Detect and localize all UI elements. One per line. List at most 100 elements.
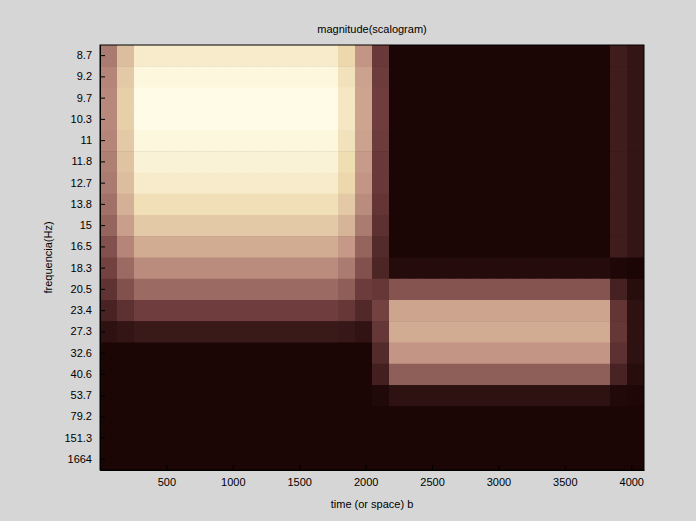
heatmap-cell: [151, 406, 169, 428]
heatmap-cell: [338, 364, 356, 386]
heatmap-cell: [627, 130, 644, 152]
heatmap-cell: [168, 215, 186, 237]
heatmap-cell: [491, 130, 509, 152]
heatmap-cell: [151, 385, 169, 407]
heatmap-cell: [321, 88, 339, 110]
heatmap-cell: [355, 236, 373, 258]
heatmap-cell: [627, 194, 644, 216]
plot-frame: [100, 45, 644, 470]
x-tick-label: 1500: [287, 476, 311, 488]
heatmap-cell: [321, 258, 339, 280]
heatmap-cell: [151, 88, 169, 110]
heatmap-cell: [406, 194, 424, 216]
heatmap-cell: [304, 45, 322, 67]
heatmap-cell: [151, 449, 169, 470]
heatmap-cell: [100, 300, 118, 322]
heatmap-cell: [168, 236, 186, 258]
heatmap-cell: [491, 364, 509, 386]
heatmap-cell: [304, 406, 322, 428]
heatmap-cell: [440, 449, 458, 470]
heatmap-cell: [542, 88, 560, 110]
heatmap-cell: [236, 279, 254, 301]
heatmap-cell: [236, 215, 254, 237]
heatmap-cell: [508, 449, 526, 470]
heatmap-cell: [321, 173, 339, 195]
heatmap-cell: [423, 173, 441, 195]
heatmap-cell: [491, 215, 509, 237]
heatmap-cell: [100, 321, 118, 343]
y-tick-mark: [100, 268, 105, 269]
heatmap-cell: [304, 321, 322, 343]
heatmap-cell: [627, 88, 644, 110]
heatmap-cell: [117, 300, 135, 322]
y-tick-label: 11.8: [71, 155, 92, 167]
heatmap-cell: [287, 151, 305, 173]
heatmap-cell: [321, 130, 339, 152]
heatmap-cell: [406, 88, 424, 110]
y-tick: 40.6: [71, 368, 105, 380]
heatmap-cell: [627, 173, 644, 195]
heatmap-cell: [236, 130, 254, 152]
heatmap-cell: [576, 258, 594, 280]
heatmap-cell: [389, 109, 407, 131]
heatmap-cell: [525, 88, 543, 110]
heatmap-cell: [491, 428, 509, 450]
heatmap-cell: [100, 88, 118, 110]
heatmap-cell: [168, 194, 186, 216]
heatmap-cell: [440, 215, 458, 237]
heatmap-cell: [117, 236, 135, 258]
heatmap-cell: [474, 406, 492, 428]
heatmap-cell: [372, 173, 390, 195]
heatmap-cell: [627, 215, 644, 237]
heatmap-cell: [508, 321, 526, 343]
heatmap-cell: [134, 364, 152, 386]
heatmap-cell: [576, 364, 594, 386]
heatmap-cell: [219, 449, 237, 470]
heatmap-cell: [236, 428, 254, 450]
heatmap-cell: [100, 364, 118, 386]
heatmap-cell: [168, 279, 186, 301]
heatmap-cell: [134, 385, 152, 407]
heatmap-cell: [389, 279, 407, 301]
heatmap-cell: [338, 258, 356, 280]
heatmap-cell: [372, 109, 390, 131]
y-tick: 15: [80, 219, 105, 231]
heatmap-cell: [372, 449, 390, 470]
heatmap-cell: [627, 300, 644, 322]
heatmap-cell: [236, 321, 254, 343]
heatmap-cell: [610, 449, 628, 470]
heatmap-cell: [151, 151, 169, 173]
heatmap-cell: [185, 321, 203, 343]
heatmap-cell: [372, 45, 390, 67]
heatmap-cell: [440, 385, 458, 407]
heatmap-cell: [117, 449, 135, 470]
heatmap-cell: [627, 66, 644, 88]
heatmap-cell: [406, 364, 424, 386]
heatmap-cell: [508, 151, 526, 173]
heatmap-cell: [202, 151, 220, 173]
heatmap-cell: [185, 194, 203, 216]
heatmap-cell: [372, 364, 390, 386]
heatmap-cell: [542, 151, 560, 173]
heatmap-cell: [457, 406, 475, 428]
heatmap-cell: [610, 258, 628, 280]
y-tick-label: 40.6: [71, 368, 92, 380]
heatmap-cell: [593, 215, 611, 237]
x-tick-label: 4000: [620, 476, 644, 488]
heatmap-cell: [185, 130, 203, 152]
y-tick: 8.7: [77, 49, 105, 61]
heatmap-cell: [593, 406, 611, 428]
heatmap-cell: [100, 66, 118, 88]
heatmap-cell: [270, 364, 288, 386]
heatmap-cell: [202, 236, 220, 258]
heatmap-cell: [576, 194, 594, 216]
heatmap-cell: [627, 364, 644, 386]
heatmap-cell: [117, 45, 135, 67]
heatmap-cell: [593, 385, 611, 407]
heatmap-cell: [525, 279, 543, 301]
heatmap-cell: [236, 45, 254, 67]
heatmap-cell: [610, 194, 628, 216]
heatmap-cell: [508, 258, 526, 280]
heatmap-cell: [559, 406, 577, 428]
heatmap-cell: [304, 428, 322, 450]
